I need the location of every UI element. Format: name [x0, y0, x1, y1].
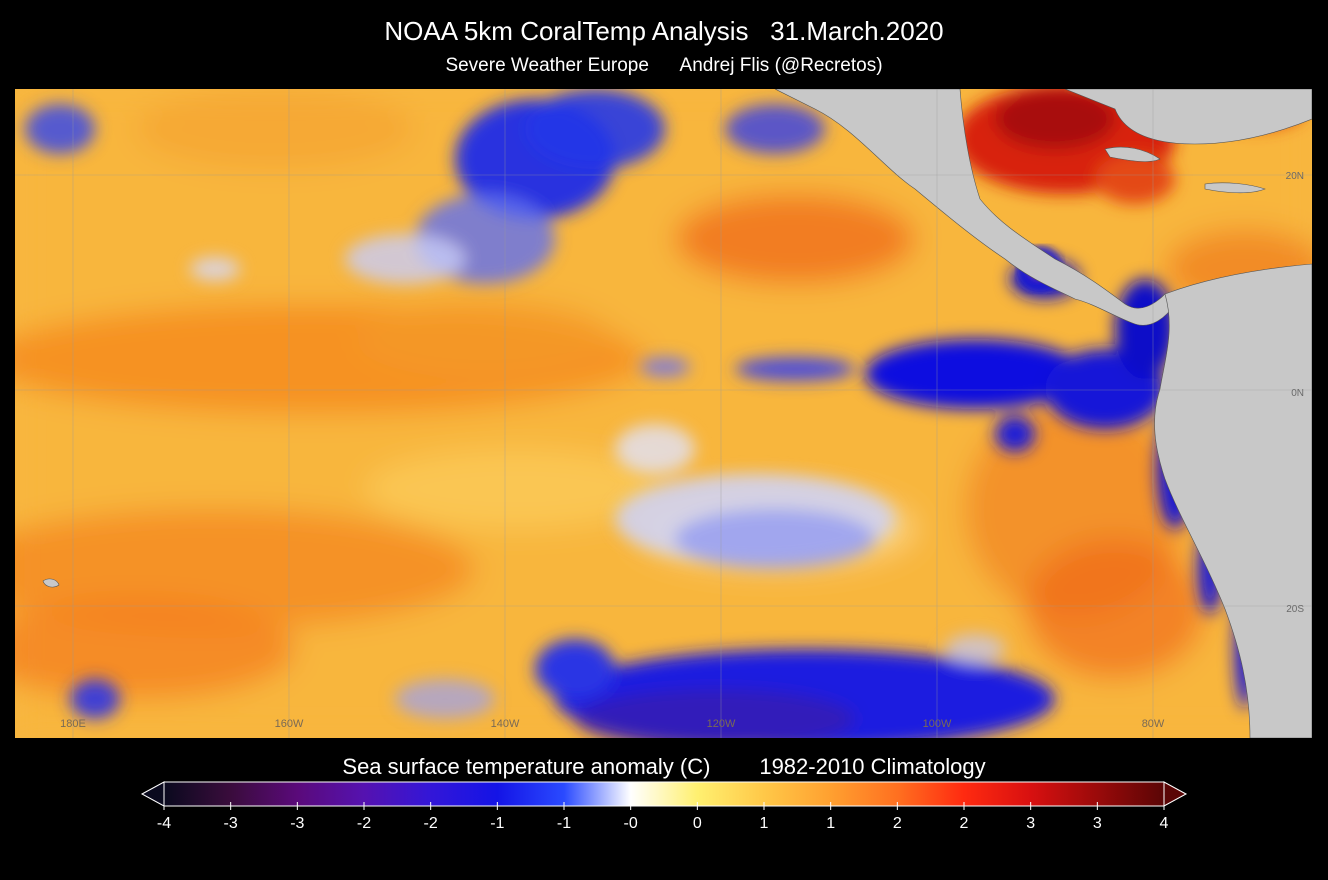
colorbar-tick-label: -1: [490, 815, 505, 832]
colorbar-tick-label: -4: [156, 815, 172, 832]
colorbar-outline: [163, 781, 1165, 807]
colorbar-title: Sea surface temperature anomaly (C) 1982…: [342, 754, 986, 779]
colorbar-max-arrow: [1163, 781, 1188, 807]
hispaniola-land: [1204, 182, 1266, 194]
land-masses: [42, 89, 1312, 738]
south-america-land: [1154, 263, 1312, 738]
lat-label-20n: 20N: [1285, 171, 1304, 182]
lon-label-180e: 180E: [60, 718, 86, 730]
colorbar-tick-label: -2: [423, 815, 438, 832]
colorbar: [140, 781, 1188, 810]
mexico-central-america-land: [774, 89, 1176, 326]
colorbar-tick-label: 3: [1092, 815, 1102, 832]
graticule: [15, 89, 1312, 738]
colorbar-min-arrow: [140, 781, 165, 807]
colorbar-segments: [164, 782, 1164, 806]
island-land: [42, 578, 60, 588]
cuba-land: [1104, 146, 1161, 162]
colorbar-tick-label: 1: [759, 815, 769, 832]
colorbar-tick-label: 4: [1159, 815, 1169, 832]
colorbar-tick-label: 2: [892, 815, 902, 832]
colorbar-tick-label: -0: [623, 815, 638, 832]
lat-label-20s: 20S: [1286, 604, 1304, 615]
colorbar-tick-label: 1: [826, 815, 836, 832]
map-subtitle: Severe Weather Europe Andrej Flis (@Recr…: [445, 55, 883, 76]
lon-label-160w: 160W: [274, 718, 304, 730]
colorbar-tick-label: -3: [223, 815, 238, 832]
lat-label-0n: 0N: [1291, 388, 1304, 399]
colorbar-tick-label: -3: [290, 815, 305, 832]
colorbar-tick-label: 3: [1026, 815, 1036, 832]
lon-label-120w: 120W: [706, 718, 736, 730]
colorbar-tick-label: -2: [356, 815, 372, 832]
colorbar-gradient: [164, 782, 1164, 806]
lon-label-140w: 140W: [490, 718, 520, 730]
north-america-land: [1064, 89, 1312, 145]
colorbar-tick-label: 2: [959, 815, 969, 832]
lon-label-80w: 80W: [1141, 718, 1165, 730]
colorbar-tick-label: -1: [556, 815, 572, 832]
sst-anomaly-map: [15, 89, 1312, 738]
sst-map-canvas: [15, 89, 1312, 738]
cold-anomaly-regions: [25, 89, 1255, 738]
colorbar-tick-label: 0: [692, 815, 702, 832]
lon-label-100w: 100W: [922, 718, 952, 730]
map-title: NOAA 5km CoralTemp Analysis 31.March.202…: [384, 16, 944, 46]
